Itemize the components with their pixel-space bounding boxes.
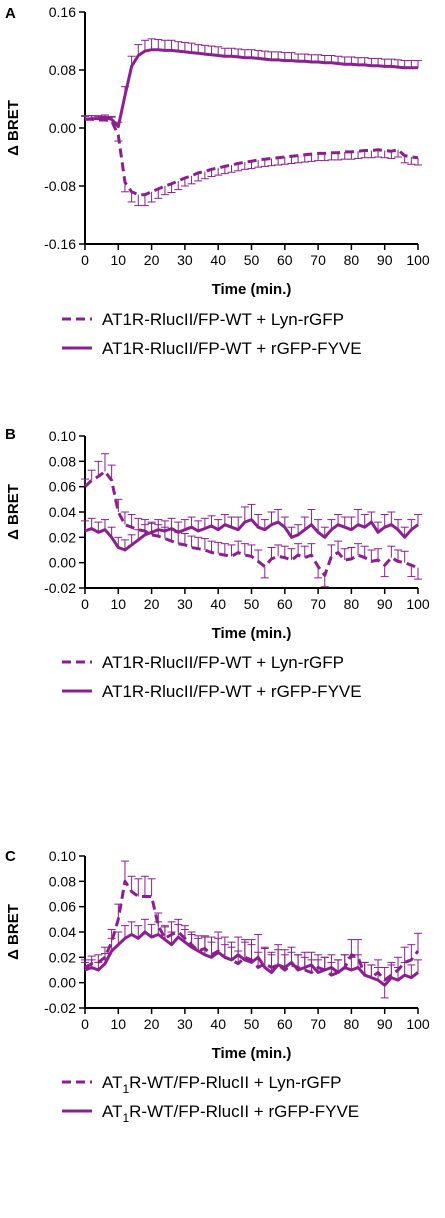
- y-tick-label: 0.08: [49, 873, 76, 889]
- y-axis-title: Δ BRET: [5, 100, 22, 156]
- y-tick-label: 0.08: [49, 62, 76, 78]
- x-tick-label: 70: [310, 1016, 326, 1032]
- y-tick-label: 0.00: [49, 555, 76, 571]
- x-tick-label: 90: [377, 596, 393, 612]
- chart-panel-b: B -0.02 0.00 0.02 0.04 0.06 0.08 0.10 0 10 20 30 40 5…: [5, 426, 430, 701]
- series-line: [84, 930, 419, 987]
- y-tick-label: -0.02: [44, 580, 76, 596]
- legend-label: AT1R-RlucII/FP-WT + Lyn-rGFP: [102, 653, 344, 672]
- panel-letter: A: [5, 5, 16, 22]
- legend-label: AT1R-WT/FP-RlucII + Lyn-rGFP: [102, 1073, 342, 1096]
- y-tick-label: -0.16: [44, 236, 76, 252]
- x-tick-label: 10: [111, 596, 127, 612]
- x-axis-title: Time (min.): [212, 625, 292, 642]
- x-tick-label: 100: [406, 596, 430, 612]
- x-tick-label: 10: [111, 1016, 127, 1032]
- y-tick-label: 0.00: [49, 975, 76, 991]
- legend-label: AT1R-WT/FP-RlucII + rGFP-FYVE: [102, 1102, 359, 1125]
- x-tick-label: 50: [244, 596, 260, 612]
- x-tick-label: 80: [344, 1016, 360, 1032]
- legend-label: AT1R-RlucII/FP-WT + rGFP-FYVE: [102, 682, 362, 701]
- x-axis-title: Time (min.): [212, 1045, 292, 1062]
- chart-panel-a: A -0.16 -0.08 0.00 0.08 0.16 0 10 20 30 40 50 60 70 80…: [5, 4, 430, 358]
- series-solid: [81, 918, 422, 999]
- legend-label-part: AT: [102, 1073, 122, 1092]
- x-tick-label: 50: [244, 1016, 260, 1032]
- legend-label-part: R-WT/FP-RlucII + rGFP-FYVE: [129, 1102, 359, 1121]
- x-tick-label: 60: [277, 1016, 293, 1032]
- series-line: [84, 48, 418, 129]
- x-tick-label: 30: [177, 1016, 193, 1032]
- y-tick-label: 0.00: [49, 120, 76, 136]
- series-solid: [81, 38, 422, 129]
- series-dashed: [81, 115, 422, 207]
- x-tick-label: 80: [344, 252, 360, 268]
- x-tick-label: 40: [210, 596, 226, 612]
- x-tick-label: 20: [144, 252, 160, 268]
- x-tick-label: 90: [377, 1016, 393, 1032]
- legend-label: AT1R-RlucII/FP-WT + rGFP-FYVE: [102, 339, 362, 358]
- x-tick-label: 0: [81, 252, 89, 268]
- x-tick-label: 70: [310, 596, 326, 612]
- panel-letter: C: [5, 848, 16, 865]
- x-tick-label: 40: [210, 1016, 226, 1032]
- panel-letter: B: [5, 426, 16, 443]
- legend-label-part: 1: [122, 1111, 129, 1125]
- y-axis-title: Δ BRET: [5, 904, 22, 960]
- legend-label-part: R-WT/FP-RlucII + Lyn-rGFP: [129, 1073, 341, 1092]
- series-line: [85, 117, 419, 197]
- x-tick-label: 60: [277, 252, 293, 268]
- x-axis-title: Time (min.): [212, 281, 292, 298]
- legend-label-part: 1: [122, 1082, 129, 1096]
- x-tick-label: 20: [144, 596, 160, 612]
- x-tick-label: 30: [177, 596, 193, 612]
- x-tick-label: 100: [406, 252, 430, 268]
- y-tick-label: 0.02: [49, 529, 76, 545]
- x-tick-label: 60: [277, 596, 293, 612]
- x-tick-label: 0: [81, 596, 89, 612]
- x-tick-label: 100: [406, 1016, 430, 1032]
- y-tick-label: -0.08: [44, 178, 76, 194]
- series-solid: [81, 503, 422, 552]
- y-tick-label: 0.06: [49, 899, 76, 915]
- legend-label-part: AT: [102, 1102, 122, 1121]
- x-tick-label: 40: [210, 252, 226, 268]
- x-tick-label: 80: [344, 596, 360, 612]
- x-tick-label: 50: [244, 252, 260, 268]
- x-tick-label: 10: [111, 252, 127, 268]
- x-tick-label: 0: [81, 1016, 89, 1032]
- x-tick-label: 20: [144, 1016, 160, 1032]
- x-tick-label: 70: [310, 252, 326, 268]
- y-tick-label: 0.08: [49, 453, 76, 469]
- legend-label: AT1R-RlucII/FP-WT + Lyn-rGFP: [102, 310, 344, 329]
- chart-panel-c: C -0.02 0.00 0.02 0.04 0.06 0.08 0.10 0 10 20 30 40 5…: [5, 848, 430, 1125]
- y-tick-label: 0.02: [49, 949, 76, 965]
- y-tick-label: 0.04: [49, 924, 76, 940]
- series-line: [84, 518, 419, 552]
- y-tick-label: 0.16: [49, 4, 76, 20]
- y-tick-label: 0.10: [49, 428, 76, 444]
- y-tick-label: 0.06: [49, 479, 76, 495]
- y-tick-label: 0.10: [49, 848, 76, 864]
- x-tick-label: 90: [377, 252, 393, 268]
- y-axis-title: Δ BRET: [5, 484, 22, 540]
- y-tick-label: 0.04: [49, 504, 76, 520]
- x-tick-label: 30: [177, 252, 193, 268]
- y-tick-label: -0.02: [44, 1000, 76, 1016]
